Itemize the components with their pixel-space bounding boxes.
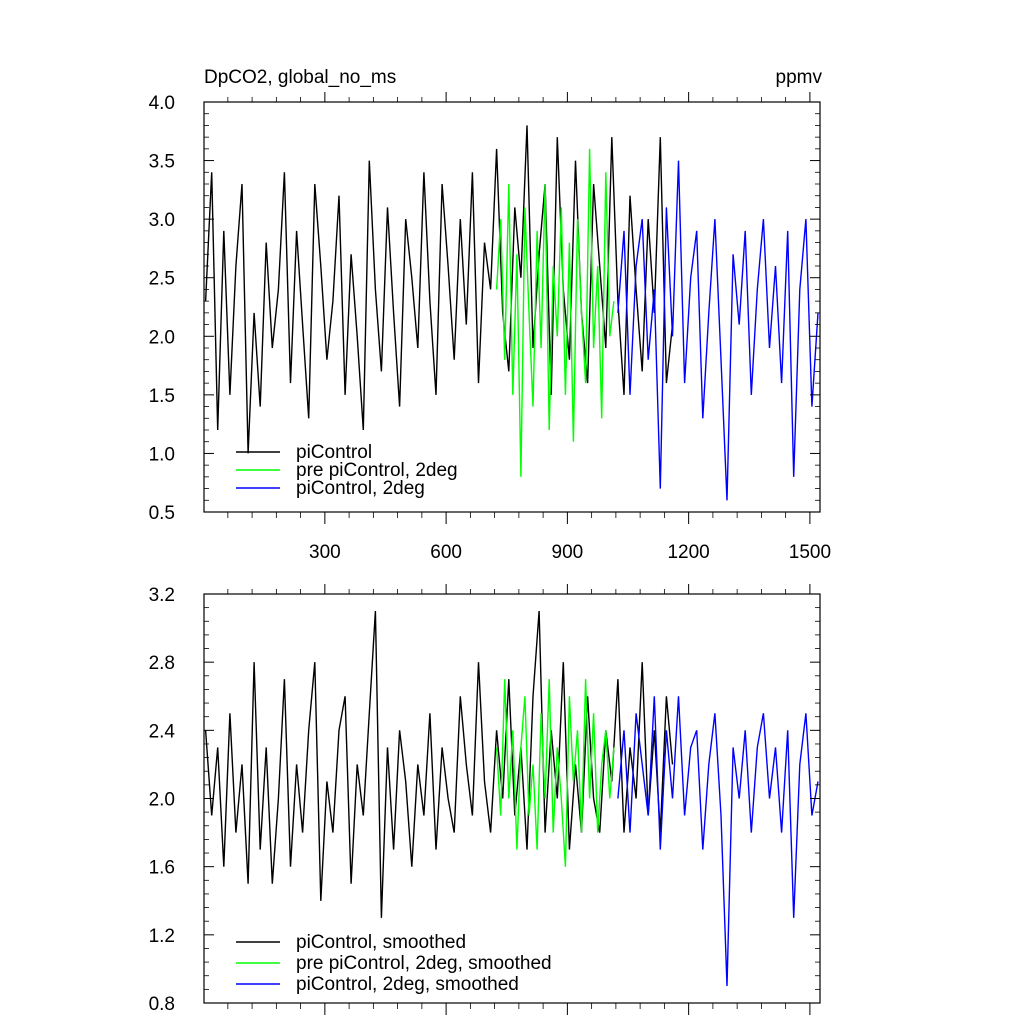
chart2-legend-label-2: pre piControl, 2deg, smoothed: [296, 953, 552, 974]
chart2-y-tick-label: 0.8: [149, 994, 175, 1015]
chart1-y-tick-label: 3.5: [149, 152, 175, 173]
chart1-y-tick-label: 1.0: [149, 444, 175, 465]
chart2-y-tick-label: 2.0: [149, 790, 175, 811]
chart2-y-tick-label: 1.2: [149, 926, 175, 947]
chart1-y-tick-label: 1.5: [149, 386, 175, 407]
top-plot-panel: 0.5 1.0 1.5 2.0 2.5 3.0 3.5 4.0 300 600 900 1200 150…: [149, 92, 831, 563]
chart1-x-tick-label: 300: [309, 542, 341, 563]
chart2-legend-label-1: piControl, smoothed: [296, 932, 466, 953]
chart2-series-line-3: [617, 696, 819, 987]
chart1-legend-label-3: piControl, 2deg: [296, 478, 425, 499]
chart1-y-tick-label: 0.5: [149, 503, 175, 524]
chart2-series-line-1: [204, 610, 674, 918]
chart1-title-left: DpCO2, global_no_ms: [204, 67, 396, 88]
chart2-y-tick-label: 1.6: [149, 858, 175, 879]
chart2-legend-label-3: piControl, 2deg, smoothed: [296, 974, 519, 995]
chart1-title-right: ppmv: [776, 67, 823, 88]
chart1-series-line-2: [495, 148, 615, 477]
chart2-y-tick-label: 2.8: [149, 653, 175, 674]
chart1-x-tick-label: 1200: [667, 542, 709, 563]
chart2-y-tick-label: 3.2: [149, 585, 175, 606]
chart2-series-line-2: [495, 679, 615, 867]
chart1-legend-label-1: piControl: [296, 442, 372, 463]
chart1-y-tick-label: 3.0: [149, 210, 175, 231]
chart1-y-tick-label: 2.0: [149, 327, 175, 348]
chart1-plot-frame: [203, 101, 821, 513]
chart1-x-tick-label: 900: [552, 542, 584, 563]
chart1-y-tick-label: 2.5: [149, 269, 175, 290]
chart1-series-line-3: [617, 160, 819, 501]
chart1-x-tick-label: 600: [430, 542, 462, 563]
chart1-x-tick-label: 1500: [789, 542, 831, 563]
chart1-legend-label-2: pre piControl, 2deg: [296, 460, 458, 481]
bottom-plot-panel: 0.8 1.2 1.6 2.0 2.4 2.8 3.2 piControl, smoothed…: [149, 584, 821, 1015]
chart1-series-line-1: [204, 125, 674, 454]
chart1-y-tick-label: 4.0: [149, 93, 175, 114]
chart2-y-tick-label: 2.4: [149, 721, 176, 742]
